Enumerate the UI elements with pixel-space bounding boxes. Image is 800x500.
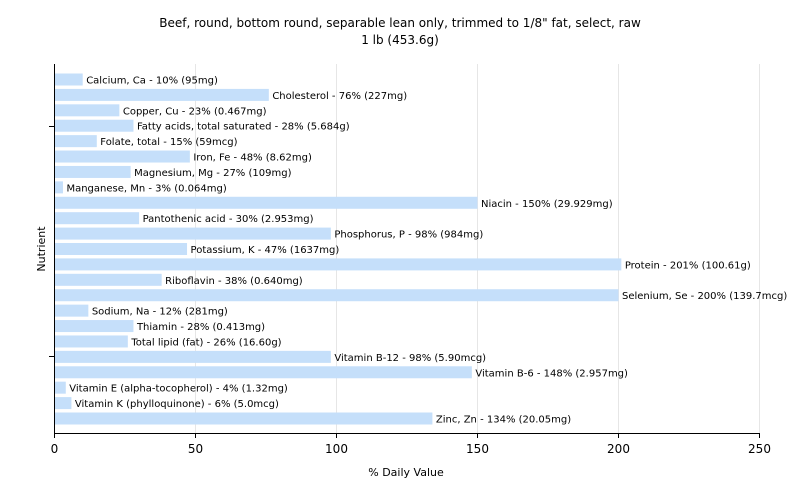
axes: 0 50 100 150 200 250 [49,64,771,456]
chart-title: Beef, round, bottom round, separable lea… [159,16,641,30]
bar [54,397,72,410]
bar-label: Fatty acids, total saturated - 28% (5.68… [137,122,350,133]
x-tick-label: 0 [51,442,59,456]
bar [54,73,83,86]
bar-label: Pantothenic acid - 30% (2.953mg) [143,214,314,225]
bar [54,320,134,333]
bar [54,243,188,255]
x-tick-label: 100 [325,442,348,456]
bar [54,273,162,286]
bar [54,212,140,225]
bar-label: Magnesium, Mg - 27% (109mg) [134,168,291,179]
bar-label: Calcium, Ca - 10% (95mg) [86,76,218,87]
bar-label: Phosphorus, P - 98% (984mg) [334,230,483,241]
bar [54,196,478,209]
bar-label: Cholesterol - 76% (227mg) [272,91,407,102]
bar-label: Thiamin - 28% (0.413mg) [136,322,265,333]
x-axis-title: % Daily Value [368,466,444,479]
bar [54,88,269,101]
bar [54,412,433,425]
bar [54,350,331,363]
bar [54,366,472,379]
bar-label: Zinc, Zn - 134% (20.05mg) [436,415,571,426]
bar [54,304,89,317]
bar [54,258,622,271]
bar-label: Niacin - 150% (29.929mg) [481,199,613,210]
bar-label: Folate, total - 15% (59mcg) [100,137,237,148]
bar [54,119,134,132]
bar [54,227,331,240]
bar [54,150,190,163]
bar-label: Selenium, Se - 200% (139.7mcg) [622,291,787,302]
bar-label: Vitamin K (phylloquinone) - 6% (5.0mcg) [75,399,279,410]
bars: Calcium, Ca - 10% (95mg) Cholesterol - 76… [54,73,787,426]
x-tick-label: 50 [188,442,203,456]
bar-label: Sodium, Na - 12% (281mg) [92,307,228,318]
chart-subtitle: 1 lb (453.6g) [361,33,439,47]
x-tick-label: 250 [748,442,771,456]
bar [54,335,128,348]
bar-label: Protein - 201% (100.61g) [625,260,751,271]
x-tick-label: 150 [466,442,489,456]
bar [54,181,63,194]
bar-label: Vitamin B-12 - 98% (5.90mcg) [334,353,486,364]
bar-label: Copper, Cu - 23% (0.467mg) [123,106,267,117]
bar-label: Vitamin B-6 - 148% (2.957mg) [475,368,628,379]
bar-label: Potassium, K - 47% (1637mg) [191,245,340,256]
bar-label: Manganese, Mn - 3% (0.064mg) [66,183,226,194]
bar-label: Vitamin E (alpha-tocopherol) - 4% (1.32m… [69,384,288,395]
y-axis-title: Nutrient [35,226,48,272]
bar [54,135,97,148]
bar-label: Iron, Fe - 48% (8.62mg) [193,153,312,164]
bar [54,104,120,117]
bar-label: Riboflavin - 38% (0.640mg) [165,276,303,287]
bar [54,289,619,302]
bar-label: Total lipid (fat) - 26% (16.60g) [130,337,281,348]
x-tick-label: 200 [607,442,630,456]
bar [54,165,131,178]
bar [54,381,66,394]
